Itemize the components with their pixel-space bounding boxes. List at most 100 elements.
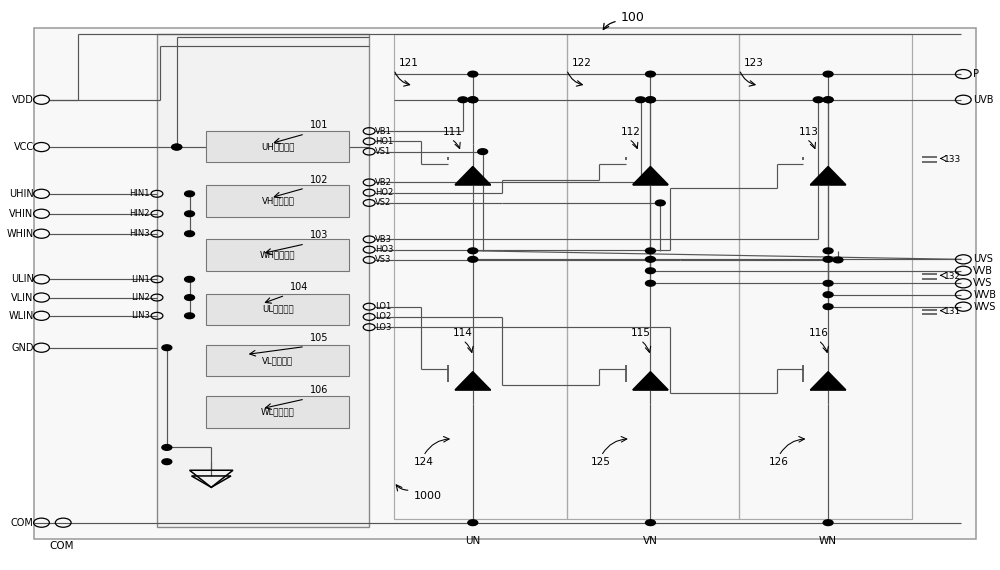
Circle shape [162, 445, 172, 450]
Text: 111: 111 [443, 127, 463, 137]
Text: UL驱动电路: UL驱动电路 [262, 305, 294, 314]
Text: 123: 123 [744, 58, 764, 68]
Bar [206, 185, 349, 217]
Circle shape [823, 304, 833, 310]
Text: 112: 112 [621, 127, 641, 137]
Circle shape [646, 97, 655, 103]
Text: VB2: VB2 [375, 178, 392, 187]
Text: 125: 125 [591, 457, 611, 467]
Text: VVB: VVB [973, 266, 993, 276]
Circle shape [458, 97, 468, 103]
Circle shape [646, 268, 655, 274]
Text: VS2: VS2 [375, 198, 391, 207]
Text: LO3: LO3 [375, 323, 391, 332]
Text: LIN3: LIN3 [131, 311, 150, 320]
Circle shape [185, 211, 194, 217]
Bar [206, 396, 349, 428]
Text: VB3: VB3 [375, 235, 392, 244]
Text: 102: 102 [310, 174, 328, 185]
Bar [157, 34, 369, 527]
Circle shape [833, 257, 843, 263]
Text: VCC: VCC [13, 142, 34, 152]
Text: 126: 126 [769, 457, 789, 467]
Circle shape [813, 97, 823, 103]
Text: P: P [973, 69, 979, 79]
Text: VL驱动电路: VL驱动电路 [262, 356, 293, 365]
Text: WH驱动电路: WH驱动电路 [260, 251, 296, 259]
Circle shape [468, 97, 478, 103]
Text: LIN1: LIN1 [131, 275, 150, 284]
Circle shape [468, 520, 478, 526]
Text: ULIN: ULIN [11, 274, 34, 284]
Bar [206, 239, 349, 271]
Text: LO1: LO1 [375, 302, 391, 311]
Circle shape [655, 200, 665, 206]
Circle shape [823, 97, 833, 103]
Text: COM: COM [11, 518, 34, 528]
Text: VVS: VVS [973, 278, 993, 288]
Text: VHIN: VHIN [9, 209, 34, 219]
Text: UN: UN [465, 536, 480, 547]
Circle shape [172, 144, 182, 150]
Text: HO1: HO1 [375, 137, 393, 146]
Text: 113: 113 [798, 127, 818, 137]
Circle shape [468, 256, 478, 262]
Polygon shape [455, 166, 491, 185]
Polygon shape [633, 166, 668, 185]
Text: HO2: HO2 [375, 188, 393, 197]
Circle shape [185, 231, 194, 237]
Circle shape [468, 71, 478, 77]
Text: 105: 105 [310, 333, 328, 343]
Circle shape [468, 97, 478, 103]
Text: VDD: VDD [12, 95, 34, 105]
Text: 114: 114 [453, 328, 473, 339]
Text: VS1: VS1 [375, 147, 391, 156]
Circle shape [646, 256, 655, 262]
Circle shape [646, 71, 655, 77]
Circle shape [823, 280, 833, 286]
Text: HO3: HO3 [375, 245, 393, 254]
Circle shape [478, 149, 488, 154]
Circle shape [185, 276, 194, 282]
Text: WLIN: WLIN [8, 311, 34, 321]
Text: VLIN: VLIN [11, 292, 34, 303]
Bar [206, 294, 349, 325]
Text: UVS: UVS [973, 254, 993, 264]
Circle shape [823, 292, 833, 298]
Text: UH驱动电路: UH驱动电路 [261, 142, 295, 151]
Circle shape [823, 97, 833, 103]
Text: 131: 131 [944, 307, 961, 316]
Text: UVB: UVB [973, 95, 994, 105]
Bar [739, 34, 912, 519]
Circle shape [185, 313, 194, 319]
Text: GND: GND [11, 343, 34, 353]
Bar [34, 28, 976, 539]
Polygon shape [810, 372, 846, 390]
Text: UHIN: UHIN [9, 189, 34, 199]
Text: 1000: 1000 [414, 491, 442, 501]
Text: WVS: WVS [973, 302, 996, 312]
Text: 115: 115 [631, 328, 651, 339]
Text: 122: 122 [571, 58, 591, 68]
Text: 103: 103 [310, 230, 328, 241]
Text: 121: 121 [399, 58, 419, 68]
Circle shape [172, 144, 182, 150]
Bar [206, 131, 349, 162]
Text: LIN2: LIN2 [131, 293, 150, 302]
Circle shape [162, 345, 172, 351]
Text: LO2: LO2 [375, 312, 391, 321]
Text: WL驱动电路: WL驱动电路 [261, 408, 295, 416]
Circle shape [823, 248, 833, 254]
Text: HIN1: HIN1 [130, 189, 150, 198]
Circle shape [823, 520, 833, 526]
Circle shape [636, 97, 646, 103]
Text: WVB: WVB [973, 290, 996, 300]
Text: 104: 104 [290, 282, 309, 292]
Text: VB1: VB1 [375, 127, 392, 136]
Text: VH驱动电路: VH驱动电路 [261, 197, 294, 205]
Circle shape [185, 191, 194, 197]
Polygon shape [455, 372, 491, 390]
Text: HIN2: HIN2 [130, 209, 150, 218]
Polygon shape [633, 372, 668, 390]
Text: 124: 124 [414, 457, 433, 467]
